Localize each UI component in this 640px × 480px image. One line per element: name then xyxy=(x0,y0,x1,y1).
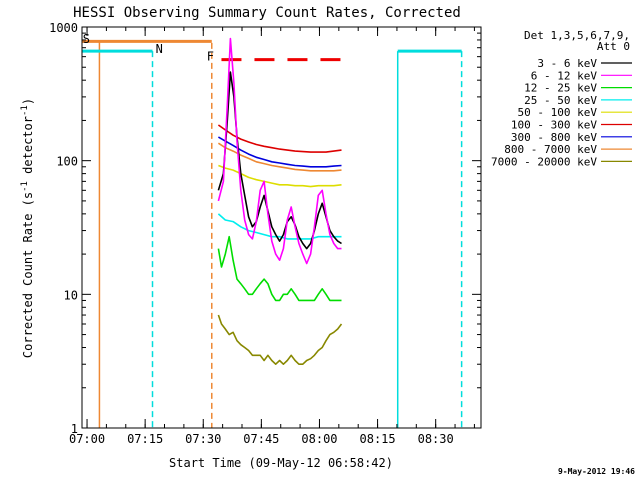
x-tick-label: 08:30 xyxy=(418,432,454,446)
y-tick-label: 100 xyxy=(56,155,78,169)
flare-label: F xyxy=(207,50,214,64)
legend-entry-label: 7000 - 20000 keV xyxy=(491,155,597,168)
x-tick-label: 07:15 xyxy=(127,432,163,446)
series-layer xyxy=(217,37,343,366)
series-line xyxy=(217,314,343,366)
series-line xyxy=(217,71,342,250)
legend-entry-label: 50 - 100 keV xyxy=(518,106,598,119)
plot-frame xyxy=(81,26,482,429)
legend-entry-label: 800 - 7000 keV xyxy=(504,143,597,156)
night-label: N xyxy=(156,42,163,56)
x-tick-label: 07:45 xyxy=(243,432,279,446)
series-line xyxy=(217,213,342,240)
saa-label: S xyxy=(83,32,90,46)
y-axis-label: Corrected Count Rate (s-1 detector-1) xyxy=(20,98,35,358)
series-line xyxy=(218,164,342,188)
observation-flags: S N F xyxy=(82,32,463,428)
legend-title-line1: Det 1,3,5,6,7,9, xyxy=(524,29,630,42)
x-tick-label: 07:00 xyxy=(69,432,105,446)
legend-entry-label: 3 - 6 keV xyxy=(537,57,597,70)
legend-entry-label: 25 - 50 keV xyxy=(524,94,597,107)
x-axis-label: Start Time (09-May-12 06:58:42) xyxy=(169,456,393,470)
y-tick-label: 1 xyxy=(71,422,78,436)
x-tick-label: 08:00 xyxy=(301,432,337,446)
chart-title: HESSI Observing Summary Count Rates, Cor… xyxy=(73,5,461,21)
x-tick-label: 08:15 xyxy=(360,432,396,446)
series-line xyxy=(217,124,342,153)
series-line xyxy=(217,235,342,302)
legend-entry-label: 100 - 300 keV xyxy=(511,119,597,132)
x-tick-label: 07:30 xyxy=(185,432,221,446)
legend-entry-label: 6 - 12 keV xyxy=(531,69,598,82)
legend-title-line2: Att 0 xyxy=(597,40,630,53)
y-tick-label: 1000 xyxy=(49,21,78,35)
axes: 07:00 07:15 07:30 07:45 08:00 08:15 08:30 1 10 10… xyxy=(49,21,481,446)
legend-entry-label: 300 - 800 keV xyxy=(511,131,597,144)
timestamp: 9-May-2012 19:46 xyxy=(558,467,635,476)
legend-entry-label: 12 - 25 keV xyxy=(524,82,597,95)
y-tick-label: 10 xyxy=(64,288,78,302)
series-line xyxy=(217,37,342,265)
